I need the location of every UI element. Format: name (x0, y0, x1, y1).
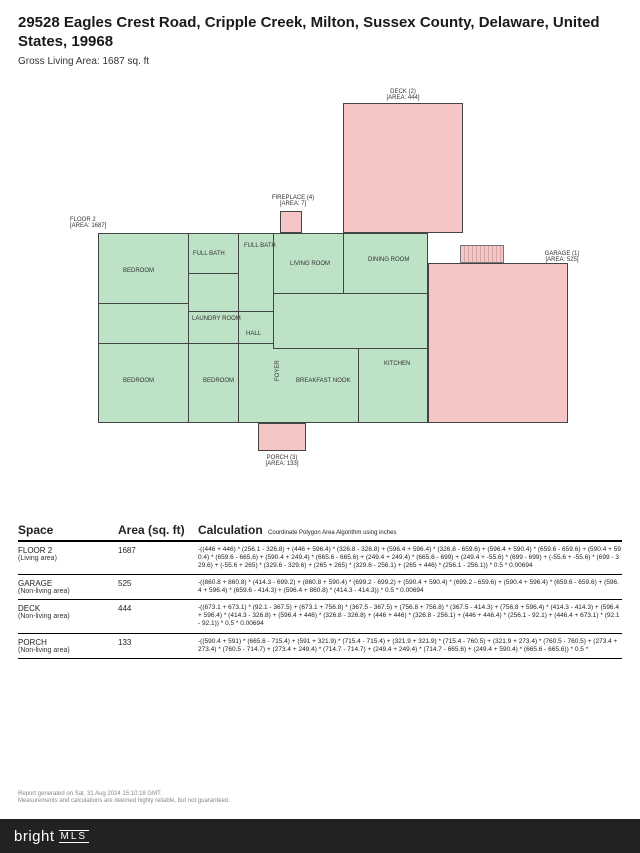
floor2-caption-line2: [AREA: 1687] (70, 223, 106, 229)
row-space-type: (Non-living area) (18, 647, 118, 654)
row-area: 525 (118, 579, 198, 595)
deck-caption: DECK (2) [AREA: 444] (368, 89, 438, 102)
wall-h3 (188, 311, 273, 312)
wall-v5 (358, 348, 359, 423)
fireplace-caption-line2: [AREA: 7] (280, 201, 306, 207)
porch-caption: PORCH (3) [AREA: 133] (258, 455, 306, 468)
address-title: 29528 Eagles Crest Road, Cripple Creek, … (18, 14, 622, 52)
porch-caption-line1: PORCH (3) (267, 455, 298, 461)
th-calc-label: Calculation (198, 523, 263, 537)
wall-v2 (238, 233, 239, 423)
th-area: Area (sq. ft) (118, 523, 198, 537)
th-calc-sub: Coordinate Polygon Area Algorithm using … (268, 530, 396, 536)
wall-v1 (188, 233, 189, 343)
gla-subtitle: Gross Living Area: 1687 sq. ft (18, 56, 622, 67)
row-space: PORCH (18, 638, 118, 647)
wall-h7 (188, 343, 189, 423)
wall-h4 (98, 343, 273, 344)
deck-caption-line2: [AREA: 444] (386, 95, 419, 101)
row-calc: -((590.4 + 591) * (665.6 - 715.4) + (591… (198, 638, 622, 654)
garage-caption: GARAGE (1) [AREA: 525] (538, 251, 586, 264)
row-calc: -((860.8 + 860.8) * (414.3 - 699.2) + (8… (198, 579, 622, 595)
room-breakfast: BREAKFAST NOOK (296, 378, 351, 384)
room-full-bath2: FULL BATH (193, 251, 225, 257)
room-living: LIVING ROOM (290, 261, 330, 267)
table-row: GARAGE (Non-living area) 525 -((860.8 + … (18, 575, 622, 600)
room-bedroom2: BEDROOM (123, 378, 154, 384)
room-hall: HALL (246, 331, 261, 337)
brand-bar: bright MLS (0, 819, 640, 853)
plan-canvas: DECK (2) [AREA: 444] FIREPLACE (4) [AREA… (68, 83, 573, 483)
floor2-caption-line1: FLOOR 2 (70, 217, 96, 223)
row-space-type: (Living area) (18, 555, 118, 562)
fireplace-block (280, 211, 302, 233)
area-table: Space Area (sq. ft) Calculation Coordina… (18, 523, 622, 659)
row-space: DECK (18, 604, 118, 613)
wall-h1 (98, 303, 188, 304)
room-foyer: FOYER (275, 360, 281, 381)
wall-h5 (273, 293, 428, 294)
room-bedroom1: BEDROOM (123, 268, 154, 274)
row-calc: -((446 + 446) * (256.1 - 326.8) + (446 +… (198, 546, 622, 570)
floor2-caption: FLOOR 2 [AREA: 1687] (70, 217, 118, 230)
garage-caption-line1: GARAGE (1) (545, 251, 580, 257)
fireplace-caption-line1: FIREPLACE (4) (272, 195, 314, 201)
table-row: DECK (Non-living area) 444 -((673.1 + 67… (18, 600, 622, 633)
row-space: GARAGE (18, 579, 118, 588)
garage-stairs (460, 245, 504, 263)
row-area: 133 (118, 638, 198, 654)
page: 29528 Eagles Crest Road, Cripple Creek, … (0, 0, 640, 659)
row-calc: -((673.1 + 673.1) * (92.1 - 367.5) + (67… (198, 604, 622, 628)
brand-name: bright (14, 828, 55, 845)
porch-block (258, 423, 306, 451)
deck-block (343, 103, 463, 233)
deck-caption-line1: DECK (2) (390, 89, 416, 95)
footer-line2: Measurements and calculations are deemed… (18, 798, 230, 804)
garage-block (428, 263, 568, 423)
row-area: 1687 (118, 546, 198, 570)
room-full-bath1: FULL BATH (244, 243, 276, 249)
wall-h6 (273, 348, 428, 349)
table-row: FLOOR 2 (Living area) 1687 -((446 + 446)… (18, 542, 622, 575)
room-laundry: LAUNDRY ROOM (192, 316, 241, 322)
wall-v4 (343, 233, 344, 293)
footer-line1: Report generated on Sat, 31 Aug 2024 15:… (18, 791, 162, 797)
garage-caption-line2: [AREA: 525] (545, 257, 578, 263)
wall-h2 (188, 273, 238, 274)
th-space: Space (18, 523, 118, 537)
room-bedroom3: BEDROOM (203, 378, 234, 384)
row-space-type: (Non-living area) (18, 588, 118, 595)
brand-suffix: MLS (59, 830, 90, 843)
table-header: Space Area (sq. ft) Calculation Coordina… (18, 523, 622, 542)
room-dining: DINING ROOM (368, 257, 409, 263)
table-row: PORCH (Non-living area) 133 -((590.4 + 5… (18, 634, 622, 659)
row-space: FLOOR 2 (18, 546, 118, 555)
footer-note: Report generated on Sat, 31 Aug 2024 15:… (18, 791, 230, 805)
room-kitchen: KITCHEN (384, 361, 410, 367)
fireplace-caption: FIREPLACE (4) [AREA: 7] (266, 195, 320, 208)
floor-plan: DECK (2) [AREA: 444] FIREPLACE (4) [AREA… (18, 83, 622, 483)
th-calc: Calculation Coordinate Polygon Area Algo… (198, 523, 622, 537)
porch-caption-line2: [AREA: 133] (265, 461, 298, 467)
row-space-type: (Non-living area) (18, 613, 118, 620)
wall-v3 (273, 233, 274, 348)
row-area: 444 (118, 604, 198, 628)
